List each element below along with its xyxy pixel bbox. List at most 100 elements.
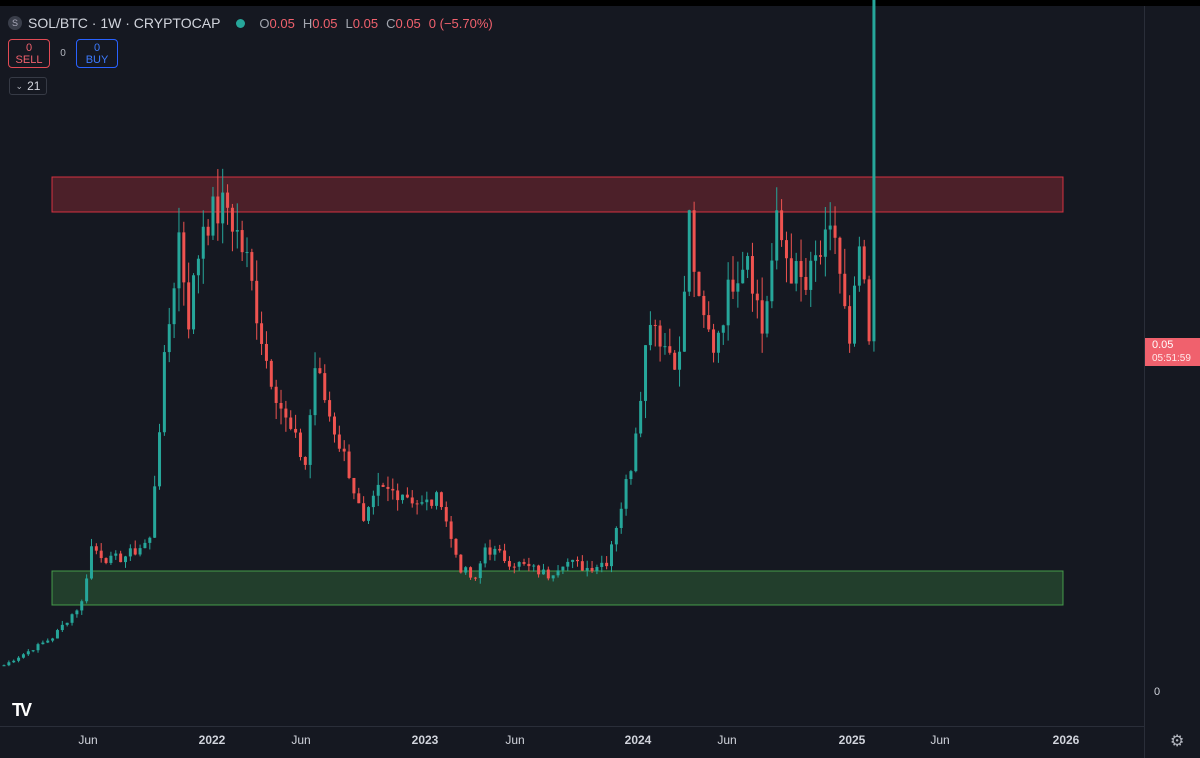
price-axis-separator <box>1144 6 1145 758</box>
time-axis-label: 2024 <box>624 733 652 747</box>
candle-body <box>843 273 847 307</box>
candle-body <box>522 562 526 564</box>
candle-body <box>439 492 443 508</box>
time-axis-label: Jun <box>78 733 98 747</box>
candle-body <box>133 548 137 555</box>
tradingview-logo-icon[interactable]: TV <box>12 700 32 720</box>
spread-value: 0 <box>60 48 66 59</box>
candle-body <box>245 252 249 254</box>
candle-body <box>70 614 74 623</box>
candle-body <box>94 546 98 551</box>
time-axis-label: 2026 <box>1052 733 1080 747</box>
candle-body <box>532 565 536 567</box>
sell-label: SELL <box>15 53 43 66</box>
candle-body <box>512 566 516 568</box>
candle-body <box>240 230 244 253</box>
candle-body <box>187 282 191 330</box>
candle-body <box>425 499 429 503</box>
candle-body <box>775 210 779 261</box>
chart-canvas[interactable] <box>0 0 1144 726</box>
candle-body <box>498 548 502 551</box>
indicators-toggle-button[interactable]: ⌄ 21 <box>9 77 47 95</box>
candle-body <box>342 448 346 452</box>
candle-body <box>814 255 818 261</box>
change-value: 0 (−5.70%) <box>428 15 493 31</box>
candle-body <box>177 232 181 289</box>
candle-body <box>216 196 220 224</box>
candle-body <box>702 295 706 316</box>
gear-icon[interactable]: ⚙ <box>1170 733 1185 750</box>
candle-body <box>794 261 798 284</box>
candle-body <box>435 492 439 506</box>
candle-body <box>430 499 434 506</box>
candle-body <box>444 507 448 522</box>
candle-body <box>585 567 589 571</box>
candle-body <box>784 240 788 259</box>
candle-body <box>269 360 273 387</box>
candle-body <box>546 569 550 579</box>
candle-body <box>46 640 50 643</box>
candle-body <box>571 559 575 562</box>
market-status-icon <box>236 18 246 28</box>
candle-body <box>221 192 225 224</box>
candle-body <box>357 493 361 504</box>
candle-body <box>99 550 103 559</box>
candle-body <box>75 610 79 615</box>
candle-body <box>804 276 808 290</box>
candle-body <box>828 225 832 230</box>
candle-body <box>483 547 487 564</box>
bar-countdown: 05:51:59 <box>1152 353 1191 364</box>
candle-body <box>182 232 186 283</box>
candle-body <box>396 490 400 501</box>
candle-body <box>367 507 370 521</box>
candle-body <box>600 562 604 567</box>
candle-body <box>833 225 837 238</box>
candle-body <box>124 556 127 563</box>
candle-body <box>644 345 648 401</box>
candle-body <box>469 567 473 578</box>
candle-body <box>36 644 40 651</box>
candle-body <box>663 346 667 348</box>
candle-body <box>595 566 599 572</box>
candle-body <box>405 494 409 498</box>
candle-body <box>211 196 215 236</box>
candle-body <box>148 537 152 543</box>
symbol-logo-icon: S <box>8 16 22 30</box>
low-value: L0.05 <box>345 15 379 31</box>
price-axis-tick: 0 <box>1154 686 1161 698</box>
open-value: O0.05 <box>259 15 295 31</box>
candle-body <box>517 562 521 567</box>
high-value: H0.05 <box>302 15 338 31</box>
candle-body <box>31 650 35 652</box>
window-top-border <box>0 0 1200 6</box>
candle-body <box>303 457 307 465</box>
candle-body <box>507 561 511 567</box>
candle-body <box>21 654 25 658</box>
candle-body <box>668 346 672 353</box>
candle-body <box>624 479 628 509</box>
candle-body <box>726 279 730 326</box>
candle-body <box>653 324 657 326</box>
candle-body <box>610 544 613 567</box>
candle-body <box>391 488 395 491</box>
candle-body <box>255 280 259 324</box>
resistance-zone <box>51 176 1064 213</box>
candle-body <box>692 210 696 272</box>
support-zone <box>51 570 1064 606</box>
candle-body <box>619 508 623 528</box>
candle-body <box>712 329 716 353</box>
buy-button[interactable]: 0 BUY <box>76 39 118 68</box>
candle-body <box>639 400 643 434</box>
candle-body <box>420 502 424 504</box>
candle-body <box>575 559 579 562</box>
symbol-title[interactable]: SOL/BTC · 1W · CRYPTOCAP <box>28 15 221 31</box>
candle-body <box>464 567 468 573</box>
candle-body <box>7 662 11 666</box>
candle-body <box>250 252 254 281</box>
candle-body <box>158 432 162 487</box>
candle-body <box>55 630 59 639</box>
candle-body <box>415 503 419 505</box>
candle-body <box>235 230 239 232</box>
candle-body <box>410 497 414 504</box>
sell-button[interactable]: 0 SELL <box>8 39 50 68</box>
